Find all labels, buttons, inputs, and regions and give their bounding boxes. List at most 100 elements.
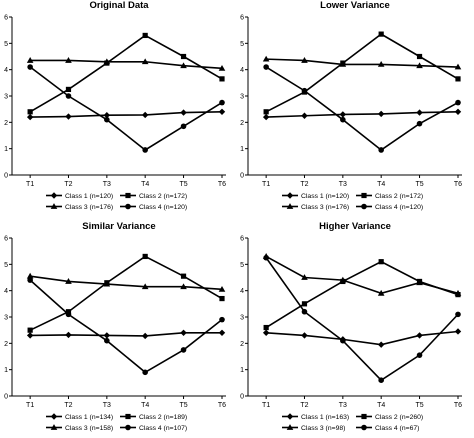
data-point [141,283,149,290]
data-point [262,329,270,336]
legend-marker [361,413,367,420]
series-line [30,331,222,337]
legend-marker [286,424,294,430]
data-point [377,289,385,296]
data-point [65,311,72,318]
data-point [301,57,308,63]
series-line [265,260,459,329]
data-point [416,332,423,339]
y-tick-label: 3 [4,94,8,101]
y-tick-label: 5 [4,262,8,269]
data-point [377,341,385,348]
x-tick-label: T6 [218,181,226,188]
data-point [416,352,423,358]
data-point [26,57,34,63]
data-point [142,369,148,376]
data-point [219,76,225,82]
series-line [266,58,459,68]
data-point [301,274,308,280]
x-tick-label: T5 [179,181,187,188]
chart-title: Original Data [89,0,149,11]
y-tick-label: 2 [4,120,8,127]
data-point [262,55,270,62]
legend-marker [125,413,131,420]
x-tick-label: T1 [262,402,270,409]
data-point [27,109,33,115]
y-tick-label: 6 [4,236,8,243]
data-point [378,147,384,153]
y-tick-label: 0 [240,394,244,401]
data-point [378,31,384,37]
series-line [265,255,459,295]
data-point [219,316,225,323]
data-point [377,110,385,118]
x-tick-label: T1 [26,181,34,188]
data-point [180,62,187,69]
legend-marker [50,203,58,209]
series-line [30,59,223,70]
legend-label: Class 3 (n=98) [301,425,345,432]
data-point [141,332,149,340]
x-tick-label: T5 [179,402,187,409]
x-tick-label: T6 [454,181,462,188]
data-point [416,120,423,127]
data-point [141,111,149,119]
data-point [339,111,347,118]
data-point [377,61,385,67]
data-point [180,273,187,279]
series-line [265,257,459,382]
y-tick-label: 3 [240,315,244,322]
data-point [219,99,225,106]
data-point [142,253,148,260]
y-tick-label: 4 [240,288,244,295]
chart-panel: Lower Variance 0 1 2 3 4 5 6 T1 T2 T3 T4 T5 T6 Class 1… [240,0,462,211]
y-tick-label: 3 [240,94,244,101]
x-tick-label: T3 [339,181,347,188]
data-point [262,113,270,121]
chart-panel: Original Data 0 1 2 3 4 5 6 T1 T2 T3 T4 T5 T6 Class 1 … [4,0,226,211]
data-point [180,329,187,336]
y-tick-label: 4 [240,67,244,74]
y-tick-label: 3 [4,315,8,322]
data-point [65,113,72,120]
data-point [218,64,226,71]
x-tick-label: T4 [377,181,385,188]
chart-title: Higher Variance [319,221,391,232]
legend: Class 1 (n=120) Class 2 (n=172) Class 3 (n… [282,192,423,211]
data-point [104,337,110,344]
series-line [29,255,223,331]
x-tick-label: T6 [218,402,226,409]
legend-marker [361,192,367,199]
data-point [378,377,384,384]
legend-marker [361,424,367,431]
data-point [340,337,346,344]
data-point [65,278,72,284]
series-line [29,34,223,113]
y-tick-label: 0 [240,173,244,180]
legend-marker [125,203,131,210]
data-point [263,254,269,261]
legend-marker [286,192,294,199]
legend-label: Class 4 (n=107) [139,425,187,432]
x-tick-label: T5 [415,181,423,188]
x-tick-label: T5 [415,402,423,409]
data-point [378,259,384,265]
legend-marker [125,192,131,199]
y-tick-label: 6 [4,15,8,22]
x-tick-label: T2 [300,402,308,409]
data-point [416,62,423,69]
data-point [65,86,72,93]
x-tick-label: T6 [454,402,462,409]
y-tick-label: 4 [4,67,8,74]
legend-marker [286,203,294,209]
x-tick-label: T2 [300,181,308,188]
x-tick-label: T3 [339,402,347,409]
data-point [103,332,111,339]
legend-label: Class 2 (n=172) [375,193,423,200]
data-point [142,32,148,39]
data-point [416,53,423,60]
legend-label: Class 4 (n=120) [139,204,187,211]
y-tick-label: 1 [240,146,244,153]
data-point [65,57,72,63]
data-point [27,327,33,333]
